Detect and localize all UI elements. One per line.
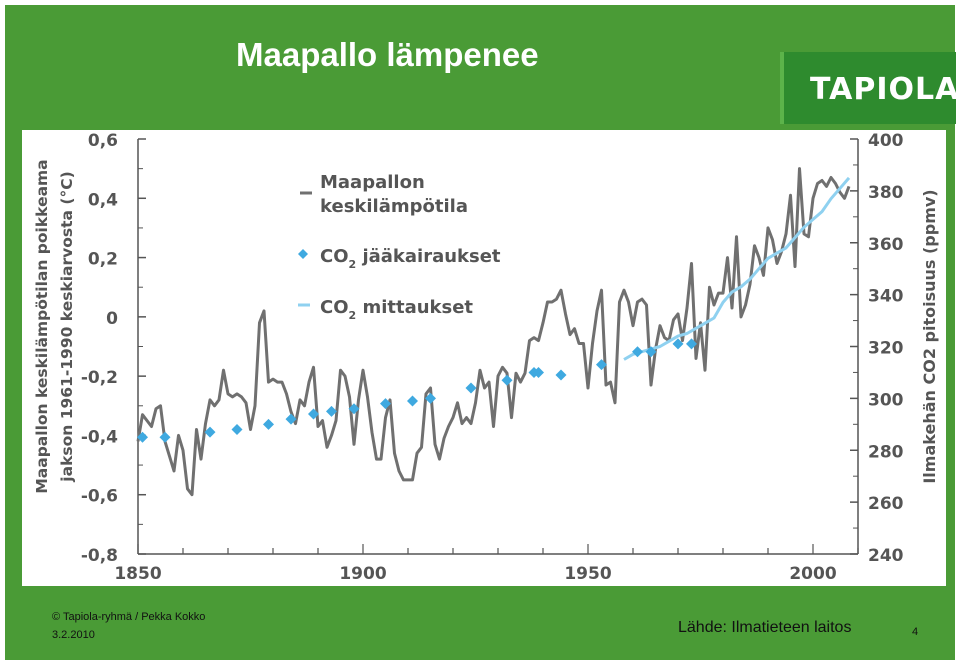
co2-ice-core-point: [348, 403, 360, 415]
co2-ice-core-point: [645, 346, 657, 358]
left-tick-label: 0,2: [88, 250, 118, 270]
right-tick-label: 400: [868, 131, 904, 151]
co2-ice-core-point: [159, 431, 171, 443]
co2-ice-core-point: [308, 408, 319, 420]
right-tick-label: 380: [868, 183, 904, 203]
right-tick-label: 300: [868, 390, 904, 410]
legend-temperature-label: keskilämpötila: [320, 196, 468, 217]
left-tick-label: -0,8: [81, 546, 118, 566]
left-tick-label: -0,6: [81, 487, 118, 507]
co2-ice-core-point: [137, 431, 148, 443]
left-axis-title-line1: Maapallon keskilämpötilan poikkeama: [33, 159, 51, 493]
co2-ice-core-point: [204, 426, 216, 438]
right-tick-label: 320: [868, 339, 904, 359]
x-tick-label: 1950: [564, 564, 611, 584]
co2-ice-core-point: [686, 338, 697, 350]
date-text: 3.2.2010: [52, 629, 95, 641]
co2-ice-core-point: [555, 369, 567, 381]
co2-ice-core-point: [501, 374, 513, 386]
legend-co2-measured-rest: mittaukset: [356, 297, 473, 318]
right-tick-label: 340: [868, 287, 904, 307]
right-axis-title: Ilmakehän CO2 pitoisuus (ppmv): [920, 189, 939, 483]
right-tick-label: 360: [868, 235, 904, 255]
legend-co2-ice-swatch: [298, 249, 308, 259]
slide-title: Maapallo lämpenee: [236, 36, 539, 73]
co2-ice-core-point: [263, 418, 274, 430]
right-tick-label: 240: [868, 546, 904, 566]
co2-ice-core-point: [326, 405, 337, 417]
source-text: Lähde: Ilmatieteen laitos: [678, 619, 852, 636]
left-axis-title-line2: jakson 1961-1990 keskiarvosta (°C): [58, 171, 76, 482]
x-tick-label: 1850: [114, 564, 161, 584]
logo-text: TAPIOLA: [810, 72, 960, 107]
temperature-series-line: [136, 167, 851, 497]
legend-co2-measured-label: CO2 mittaukset: [320, 297, 473, 322]
temperature-co2-chart: 0,6 0,4 0,2 0 -0,2 -0,4 -0,6 -0,8 400 380 360 340 32…: [22, 130, 946, 586]
right-tick-label: 260: [868, 494, 904, 514]
chart-svg: 0,6 0,4 0,2 0 -0,2 -0,4 -0,6 -0,8 400 380 360 340 32…: [33, 131, 939, 584]
left-axis-title: Maapallon keskilämpötilan poikkeama jakso…: [33, 159, 76, 493]
right-tick-label: 280: [868, 442, 904, 462]
left-tick-label: 0,4: [88, 190, 118, 210]
co2-ice-core-point: [231, 424, 243, 435]
co2-ice-core-point: [285, 413, 297, 425]
x-tick-label: 1900: [339, 564, 386, 584]
legend-co2-ice-rest: jääkairaukset: [356, 246, 501, 267]
co2-ice-core-point: [425, 392, 436, 404]
legend-co2-ice-label: CO2 jääkairaukset: [320, 246, 501, 271]
legend-temperature-label: Maapallon: [320, 172, 425, 193]
left-tick-label: -0,2: [81, 368, 118, 388]
x-tick-label: 2000: [789, 564, 836, 584]
legend-co2-measured-main: CO: [320, 297, 349, 318]
left-tick-label: -0,4: [81, 427, 118, 447]
tapiola-logo: TAPIOLA: [780, 52, 960, 124]
co2-ice-core-point: [465, 382, 477, 394]
co2-ice-core-point: [632, 346, 643, 358]
copyright-text: © Tapiola-ryhmä / Pekka Kokko: [52, 611, 206, 623]
co2-ice-core-point: [407, 395, 418, 407]
left-tick-label: 0,6: [88, 131, 118, 151]
legend-co2-ice-sub: 2: [349, 258, 357, 271]
page-number: 4: [912, 626, 919, 638]
co2-ice-core-point: [533, 366, 544, 378]
left-tick-label: 0: [106, 309, 118, 329]
co2-ice-core-point: [596, 359, 607, 371]
co2-ice-core-point: [672, 338, 684, 350]
legend-co2-ice-main: CO: [320, 246, 349, 267]
co2-ice-core-point: [380, 398, 391, 410]
co2-measured-series-line: [623, 176, 851, 361]
legend-co2-measured-sub: 2: [349, 309, 357, 322]
